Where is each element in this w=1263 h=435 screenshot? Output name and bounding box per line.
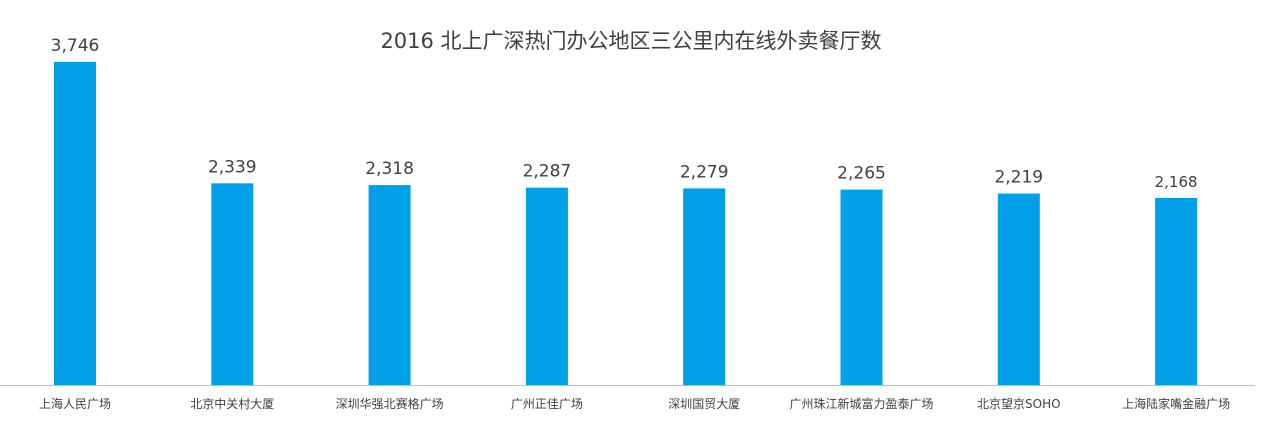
category-label: 广州珠江新城富力盈泰广场 <box>789 396 933 411</box>
bar <box>840 189 883 385</box>
data-label: 2,219 <box>994 168 1043 188</box>
category-label: 北京望京SOHO <box>977 397 1061 411</box>
data-label: 2,168 <box>1155 173 1198 191</box>
data-label: 2,265 <box>837 164 886 184</box>
bar <box>683 188 726 385</box>
category-label: 深圳国贸大厦 <box>668 397 740 411</box>
category-label: 北京中关村大厦 <box>190 396 274 411</box>
category-label: 上海人民广场 <box>39 396 111 411</box>
bar <box>997 193 1040 385</box>
data-label: 2,318 <box>365 159 414 179</box>
bar <box>368 185 411 385</box>
data-label: 3,746 <box>51 36 100 56</box>
bar <box>1155 198 1198 385</box>
bar <box>525 187 568 385</box>
category-label: 广州正佳广场 <box>511 397 583 411</box>
bar <box>54 61 96 386</box>
chart-title: 2016 北上广深热门办公地区三公里内在线外卖餐厅数 <box>380 29 881 53</box>
category-label: 深圳华强北赛格广场 <box>336 396 444 411</box>
category-label: 上海陆家嘴金融广场 <box>1122 396 1230 411</box>
bars-layer <box>54 61 1198 386</box>
bar <box>211 183 254 385</box>
data-label: 2,339 <box>208 157 257 177</box>
data-label: 2,287 <box>523 162 572 182</box>
data-label: 2,279 <box>680 162 729 182</box>
labels-layer: 3,746 上海人民广场 2,339 北京中关村大厦 2,318 深圳华强北赛格广场 2,2… <box>39 36 1230 411</box>
